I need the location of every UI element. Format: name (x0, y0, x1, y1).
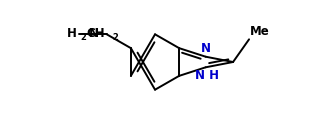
Text: Me: Me (250, 25, 270, 38)
Text: N: N (201, 42, 211, 55)
Text: CH: CH (86, 27, 105, 40)
Text: N H: N H (195, 69, 219, 82)
Text: H: H (67, 27, 77, 40)
Text: 2: 2 (81, 33, 87, 42)
Text: N: N (89, 27, 99, 40)
Text: 2: 2 (113, 33, 118, 42)
